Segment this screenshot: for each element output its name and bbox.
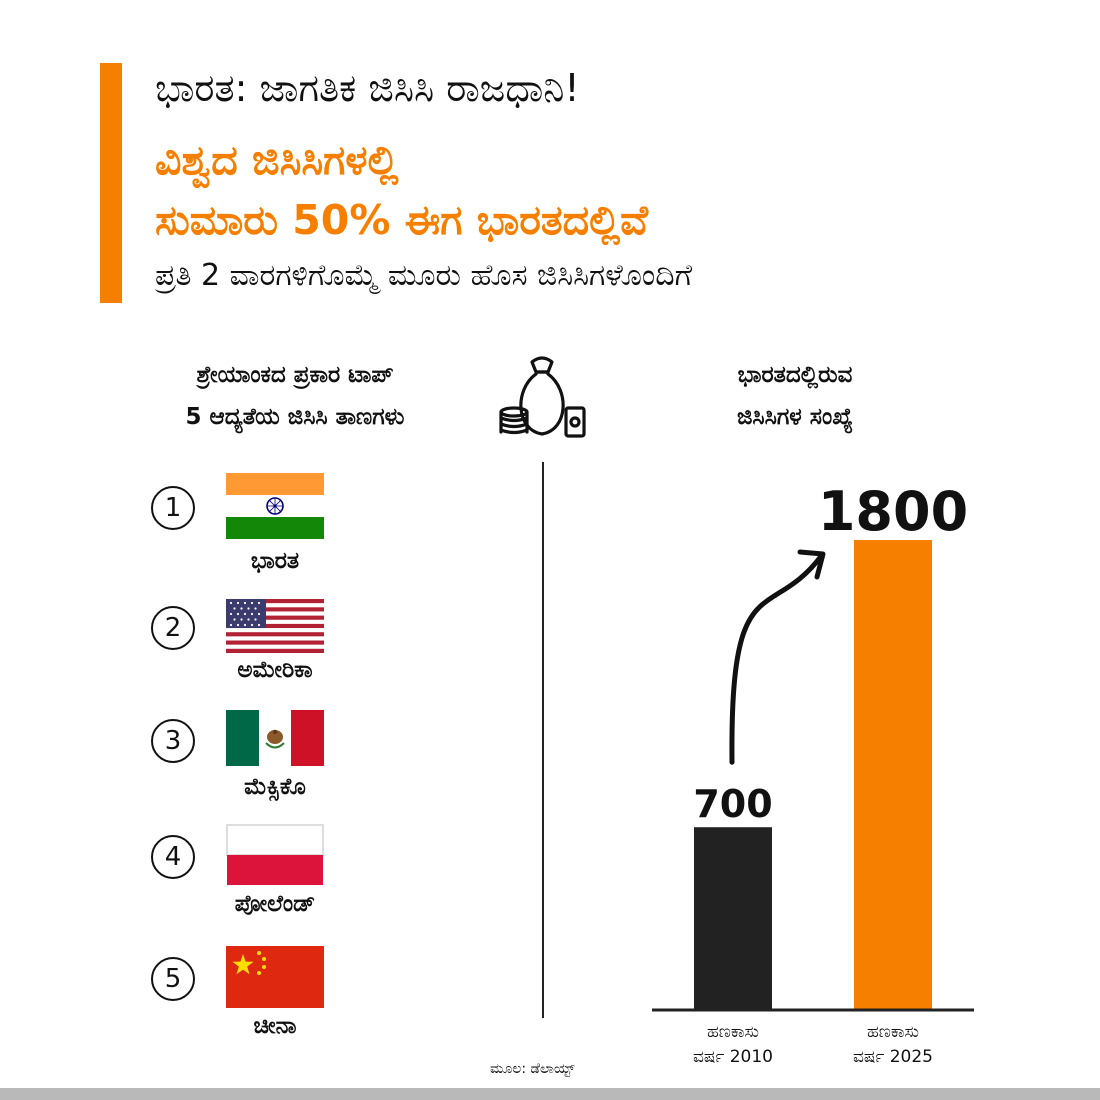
country-name: ಅಮೇರಿಕಾ xyxy=(237,657,313,683)
rank-badge: 3 xyxy=(151,719,195,763)
rank-badge: 5 xyxy=(151,957,195,1001)
headline: ವಿಶ್ವದ ಜಿಸಿಸಿಗಳಲ್ಲಿ ಸುಮಾರು 50% ಈಗ ಭಾರತದಲ… xyxy=(155,130,648,250)
kicker-title: ಭಾರತ: ಜಾಗತಿಕ ಜಿಸಿಸಿ ರಾಜಧಾನಿ! xyxy=(155,66,580,110)
mexico-flag-icon xyxy=(226,710,324,776)
tick-label: ಹಣಕಾಸು xyxy=(707,1022,759,1042)
column-divider xyxy=(542,462,544,1018)
subline: ಪ್ರತಿ 2 ವಾರಗಳಿಗೊಮ್ಮೆ ಮೂರು ಹೊಸ ಜಿಸಿಸಿಗಳೊಂ… xyxy=(155,258,693,293)
source-note: ಮೂಲ: ಡೆಲಾಯ್ಟ್ xyxy=(490,1061,575,1077)
country-name: ಪೋಲೆಂಡ್ xyxy=(234,891,316,917)
bar xyxy=(854,540,932,1010)
data-label: 700 xyxy=(693,782,772,826)
country-name: ಚೀನಾ xyxy=(253,1013,297,1039)
growth-arrow-head xyxy=(797,549,826,580)
poland-flag-icon xyxy=(226,824,324,890)
headline-line-1: ವಿಶ್ವದ ಜಿಸಿಸಿಗಳಲ್ಲಿ xyxy=(155,136,399,184)
rank-badge: 4 xyxy=(151,835,195,879)
rankings-heading-line-1: ಶ್ರೇಯಾಂಕದ ಪ್ರಕಾರ ಟಾಪ್ xyxy=(196,362,394,388)
gcc-count-chart: 700 ಹಣಕಾಸು ವರ್ಷ 2010 1800 ಹಣಕಾಸು ವರ್ಷ 2025 xyxy=(652,480,974,1067)
rankings-heading: ಶ್ರೇಯಾಂಕದ ಪ್ರಕಾರ ಟಾಪ್ 5 ಆದ್ಯತೆಯ ಜಿಸಿಸಿ ತ… xyxy=(110,354,480,438)
gcc-count-heading-line-2: ಜಿಸಿಸಿಗಳ ಸಂಖ್ಯೆ xyxy=(736,404,854,430)
accent-bar xyxy=(100,63,122,303)
gcc-count-heading: ಭಾರತದಲ್ಲಿರುವ ಜಿಸಿಸಿಗಳ ಸಂಖ್ಯೆ xyxy=(660,354,930,438)
tick-label: ವರ್ಷ 2010 xyxy=(693,1047,773,1067)
footer-bar xyxy=(0,1088,1100,1100)
gcc-count-heading-line-1: ಭಾರತದಲ್ಲಿರುವ xyxy=(737,362,853,388)
money-bag-icon xyxy=(496,350,588,446)
growth-arrow xyxy=(729,552,825,765)
tick-label: ಹಣಕಾಸು xyxy=(867,1022,919,1042)
data-label: 1800 xyxy=(818,480,968,543)
rankings-heading-line-2: 5 ಆದ್ಯತೆಯ ಜಿಸಿಸಿ ತಾಣಗಳು xyxy=(185,404,405,430)
rank-badge: 1 xyxy=(151,486,195,530)
india-flag-icon xyxy=(226,473,324,539)
country-name: ಮೆಕ್ಸಿಕೊ xyxy=(244,774,306,800)
bar xyxy=(694,827,772,1010)
china-flag-icon xyxy=(226,946,324,1012)
rank-badge: 2 xyxy=(151,606,195,650)
headline-line-2: ಸುಮಾರು 50% ಈಗ ಭಾರತದಲ್ಲಿವೆ xyxy=(155,196,649,244)
country-name: ಭಾರತ xyxy=(250,548,300,574)
tick-label: ವರ್ಷ 2025 xyxy=(853,1047,933,1067)
usa-flag-icon xyxy=(226,599,324,665)
